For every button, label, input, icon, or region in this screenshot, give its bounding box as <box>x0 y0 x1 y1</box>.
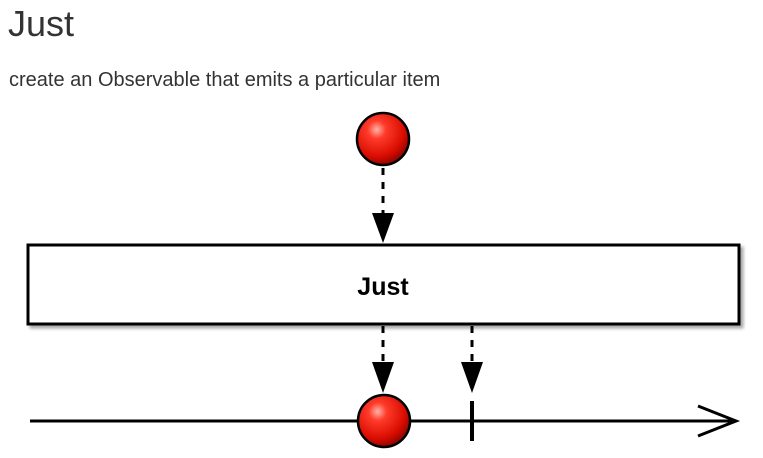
output-item-marble <box>356 393 412 449</box>
page-subtitle: create an Observable that emits a partic… <box>9 69 441 91</box>
page-title: Just <box>8 3 75 44</box>
operator-box <box>26 243 741 326</box>
input-item-marble <box>355 111 411 167</box>
operator-label: Just <box>357 273 409 301</box>
completion-arrowhead <box>461 362 483 393</box>
timeline-arrow-icon <box>697 404 741 438</box>
output-item-arrowhead <box>372 362 394 393</box>
input-arrowhead <box>372 213 394 243</box>
